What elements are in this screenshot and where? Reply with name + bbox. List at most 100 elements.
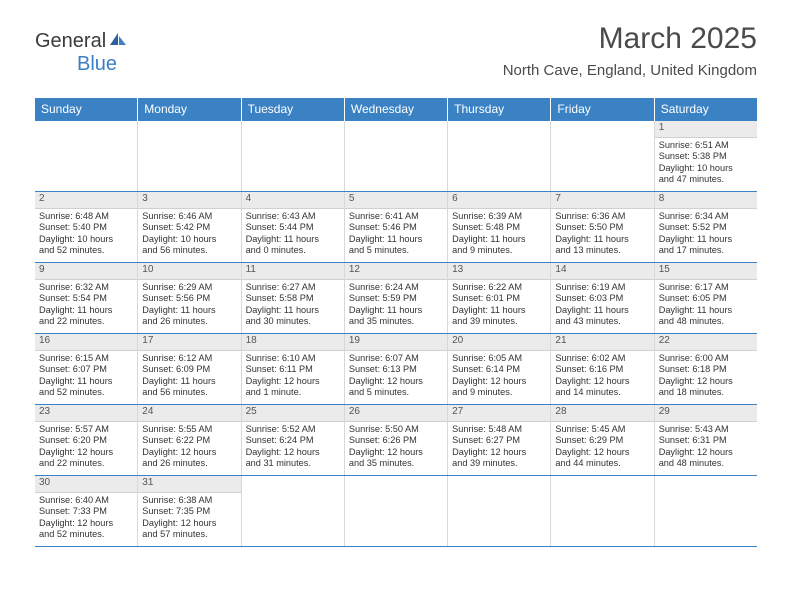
day-number: 20 — [448, 334, 550, 351]
calendar-cell-empty — [655, 476, 757, 546]
day-number: 9 — [35, 263, 137, 280]
cell-sunset: Sunset: 6:22 PM — [142, 435, 236, 447]
calendar-cell: 24Sunrise: 5:55 AMSunset: 6:22 PMDayligh… — [138, 405, 241, 475]
cell-daylight1: Daylight: 11 hours — [142, 305, 236, 317]
cell-sunset: Sunset: 6:26 PM — [349, 435, 443, 447]
cell-daylight2: and 47 minutes. — [659, 174, 753, 186]
cell-daylight1: Daylight: 10 hours — [39, 234, 133, 246]
day-number: 7 — [551, 192, 653, 209]
cell-daylight1: Daylight: 12 hours — [349, 376, 443, 388]
cell-sunrise: Sunrise: 6:46 AM — [142, 211, 236, 223]
cell-daylight2: and 52 minutes. — [39, 387, 133, 399]
cell-daylight1: Daylight: 12 hours — [555, 447, 649, 459]
calendar-cell: 21Sunrise: 6:02 AMSunset: 6:16 PMDayligh… — [551, 334, 654, 404]
calendar-week-row: 9Sunrise: 6:32 AMSunset: 5:54 PMDaylight… — [35, 263, 757, 334]
cell-daylight2: and 1 minute. — [246, 387, 340, 399]
day-number: 13 — [448, 263, 550, 280]
cell-sunset: Sunset: 6:18 PM — [659, 364, 753, 376]
cell-sunrise: Sunrise: 6:34 AM — [659, 211, 753, 223]
calendar-cell: 17Sunrise: 6:12 AMSunset: 6:09 PMDayligh… — [138, 334, 241, 404]
weekday-header: Monday — [138, 98, 241, 121]
cell-sunset: Sunset: 5:44 PM — [246, 222, 340, 234]
cell-sunset: Sunset: 5:52 PM — [659, 222, 753, 234]
cell-sunset: Sunset: 5:38 PM — [659, 151, 753, 163]
cell-sunset: Sunset: 6:20 PM — [39, 435, 133, 447]
cell-daylight2: and 5 minutes. — [349, 245, 443, 257]
cell-sunset: Sunset: 5:46 PM — [349, 222, 443, 234]
day-number: 2 — [35, 192, 137, 209]
calendar-cell: 18Sunrise: 6:10 AMSunset: 6:11 PMDayligh… — [242, 334, 345, 404]
cell-daylight2: and 9 minutes. — [452, 387, 546, 399]
calendar-cell: 25Sunrise: 5:52 AMSunset: 6:24 PMDayligh… — [242, 405, 345, 475]
day-number: 18 — [242, 334, 344, 351]
calendar-cell: 3Sunrise: 6:46 AMSunset: 5:42 PMDaylight… — [138, 192, 241, 262]
cell-sunrise: Sunrise: 6:10 AM — [246, 353, 340, 365]
calendar-cell: 22Sunrise: 6:00 AMSunset: 6:18 PMDayligh… — [655, 334, 757, 404]
cell-sunset: Sunset: 5:56 PM — [142, 293, 236, 305]
cell-sunset: Sunset: 6:11 PM — [246, 364, 340, 376]
cell-daylight1: Daylight: 11 hours — [39, 376, 133, 388]
calendar-cell: 31Sunrise: 6:38 AMSunset: 7:35 PMDayligh… — [138, 476, 241, 546]
cell-daylight1: Daylight: 12 hours — [659, 376, 753, 388]
cell-sunrise: Sunrise: 6:29 AM — [142, 282, 236, 294]
cell-sunset: Sunset: 6:03 PM — [555, 293, 649, 305]
cell-sunrise: Sunrise: 6:27 AM — [246, 282, 340, 294]
calendar-week-row: 2Sunrise: 6:48 AMSunset: 5:40 PMDaylight… — [35, 192, 757, 263]
cell-sunset: Sunset: 6:07 PM — [39, 364, 133, 376]
day-number: 4 — [242, 192, 344, 209]
cell-sunrise: Sunrise: 6:36 AM — [555, 211, 649, 223]
logo: General Blue — [35, 30, 128, 76]
cell-daylight2: and 52 minutes. — [39, 245, 133, 257]
cell-daylight1: Daylight: 11 hours — [659, 305, 753, 317]
cell-daylight2: and 43 minutes. — [555, 316, 649, 328]
calendar-cell: 13Sunrise: 6:22 AMSunset: 6:01 PMDayligh… — [448, 263, 551, 333]
cell-sunset: Sunset: 6:27 PM — [452, 435, 546, 447]
cell-sunrise: Sunrise: 6:00 AM — [659, 353, 753, 365]
calendar-cell: 5Sunrise: 6:41 AMSunset: 5:46 PMDaylight… — [345, 192, 448, 262]
cell-sunset: Sunset: 6:29 PM — [555, 435, 649, 447]
cell-daylight1: Daylight: 12 hours — [452, 447, 546, 459]
cell-sunset: Sunset: 5:59 PM — [349, 293, 443, 305]
day-number: 19 — [345, 334, 447, 351]
cell-daylight2: and 14 minutes. — [555, 387, 649, 399]
cell-daylight2: and 35 minutes. — [349, 316, 443, 328]
cell-sunset: Sunset: 5:48 PM — [452, 222, 546, 234]
cell-daylight2: and 26 minutes. — [142, 458, 236, 470]
cell-daylight2: and 18 minutes. — [659, 387, 753, 399]
cell-sunrise: Sunrise: 6:43 AM — [246, 211, 340, 223]
weekday-header: Sunday — [35, 98, 138, 121]
cell-sunrise: Sunrise: 5:50 AM — [349, 424, 443, 436]
cell-sunset: Sunset: 6:16 PM — [555, 364, 649, 376]
cell-sunset: Sunset: 5:58 PM — [246, 293, 340, 305]
cell-sunrise: Sunrise: 6:07 AM — [349, 353, 443, 365]
cell-sunrise: Sunrise: 6:48 AM — [39, 211, 133, 223]
cell-daylight1: Daylight: 11 hours — [349, 234, 443, 246]
calendar-cell: 23Sunrise: 5:57 AMSunset: 6:20 PMDayligh… — [35, 405, 138, 475]
calendar-cell: 26Sunrise: 5:50 AMSunset: 6:26 PMDayligh… — [345, 405, 448, 475]
day-number: 24 — [138, 405, 240, 422]
day-number: 12 — [345, 263, 447, 280]
day-number: 1 — [655, 121, 757, 138]
cell-sunset: Sunset: 6:05 PM — [659, 293, 753, 305]
cell-sunrise: Sunrise: 6:51 AM — [659, 140, 753, 152]
cell-daylight2: and 52 minutes. — [39, 529, 133, 541]
cell-daylight2: and 9 minutes. — [452, 245, 546, 257]
cell-sunrise: Sunrise: 6:39 AM — [452, 211, 546, 223]
cell-daylight1: Daylight: 12 hours — [142, 447, 236, 459]
calendar-week-row: 16Sunrise: 6:15 AMSunset: 6:07 PMDayligh… — [35, 334, 757, 405]
cell-sunrise: Sunrise: 6:19 AM — [555, 282, 649, 294]
cell-sunset: Sunset: 6:13 PM — [349, 364, 443, 376]
calendar-week-row: 30Sunrise: 6:40 AMSunset: 7:33 PMDayligh… — [35, 476, 757, 547]
day-number: 30 — [35, 476, 137, 493]
cell-sunset: Sunset: 6:24 PM — [246, 435, 340, 447]
day-number: 29 — [655, 405, 757, 422]
cell-daylight2: and 48 minutes. — [659, 316, 753, 328]
cell-daylight2: and 30 minutes. — [246, 316, 340, 328]
cell-daylight2: and 13 minutes. — [555, 245, 649, 257]
calendar-cell: 10Sunrise: 6:29 AMSunset: 5:56 PMDayligh… — [138, 263, 241, 333]
calendar-cell-empty — [242, 121, 345, 191]
cell-daylight1: Daylight: 12 hours — [142, 518, 236, 530]
calendar-cell: 12Sunrise: 6:24 AMSunset: 5:59 PMDayligh… — [345, 263, 448, 333]
calendar-cell: 7Sunrise: 6:36 AMSunset: 5:50 PMDaylight… — [551, 192, 654, 262]
calendar-cell: 6Sunrise: 6:39 AMSunset: 5:48 PMDaylight… — [448, 192, 551, 262]
